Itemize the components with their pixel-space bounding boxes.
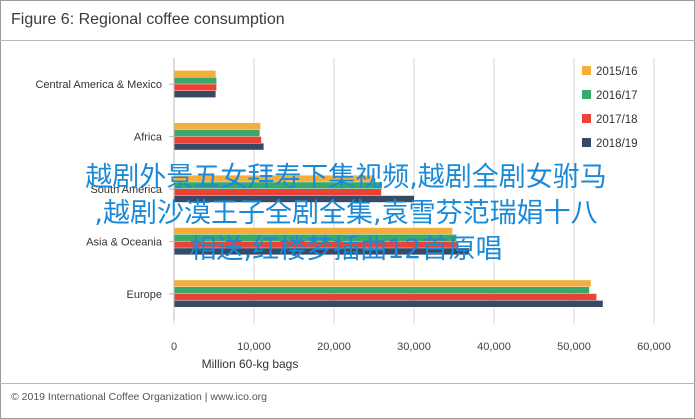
y-category-label: South America <box>90 184 162 196</box>
legend-label: 2018/19 <box>596 138 638 150</box>
bar <box>174 195 414 203</box>
bar <box>174 77 217 84</box>
bar <box>174 227 453 235</box>
legend: 2015/16 2016/17 2017/18 2018/19 <box>582 66 638 150</box>
bar <box>174 280 591 287</box>
bar <box>174 182 382 189</box>
bar <box>174 91 216 98</box>
bar <box>174 136 262 143</box>
x-tick-label: 60,000 <box>637 341 671 353</box>
overlay-line: 越剧外景五女拜寿下集视频,越剧全剧女驸马 <box>85 162 607 193</box>
legend-swatch <box>582 66 591 75</box>
x-tick-label: 30,000 <box>397 341 431 353</box>
bar <box>174 123 261 130</box>
copyright-separator: | <box>204 391 211 403</box>
bar <box>174 189 382 196</box>
bar <box>174 287 590 294</box>
x-tick-label: 20,000 <box>317 341 351 353</box>
copyright-footer: © 2019 International Coffee Organization… <box>11 391 267 403</box>
x-tick-label: 40,000 <box>477 341 511 353</box>
ico-link[interactable]: www.ico.org <box>210 391 268 403</box>
x-tick-label: 50,000 <box>557 341 591 353</box>
bars-layer <box>174 70 603 307</box>
legend-swatch <box>582 90 591 99</box>
y-category-label: Europe <box>127 289 162 301</box>
y-category-label: Africa <box>134 132 163 144</box>
overlay-line: ,越剧沙漠王子全剧全集,袁雪芬范瑞娟十八 <box>94 198 598 229</box>
x-axis-title: Million 60-kg bags <box>202 357 299 371</box>
watermark-overlay-text: 越剧外景五女拜寿下集视频,越剧全剧女驸马 ,越剧沙漠王子全剧全集,袁雪芬范瑞娟十… <box>6 160 686 268</box>
bar <box>174 300 603 307</box>
bar <box>174 129 260 137</box>
x-tick-label: 0 <box>171 341 177 353</box>
bar <box>174 241 458 248</box>
legend-swatch <box>582 138 591 147</box>
bar <box>174 143 264 150</box>
chart-title: Figure 6: Regional coffee consumption <box>11 11 285 28</box>
legend-label: 2017/18 <box>596 114 638 126</box>
x-tick-label: 10,000 <box>237 341 271 353</box>
legend-label: 2016/17 <box>596 90 638 102</box>
axis-layer: 0 10,000 20,000 30,000 40,000 50,000 60,000 Cen… <box>35 58 671 371</box>
bar <box>174 293 597 301</box>
bar <box>174 70 216 77</box>
bar <box>174 248 470 255</box>
y-category-label: Asia & Oceania <box>86 236 163 248</box>
copyright-text: © 2019 International Coffee Organization <box>11 391 202 403</box>
bar <box>174 175 375 182</box>
y-category-label: Central America & Mexico <box>35 79 162 91</box>
footer-divider <box>0 383 695 384</box>
overlay-line: 相送,红楼梦插曲12首原唱 <box>189 234 503 265</box>
bar <box>174 234 457 241</box>
legend-swatch <box>582 114 591 123</box>
legend-label: 2015/16 <box>596 66 638 78</box>
title-divider <box>0 40 695 41</box>
bar <box>174 84 217 91</box>
